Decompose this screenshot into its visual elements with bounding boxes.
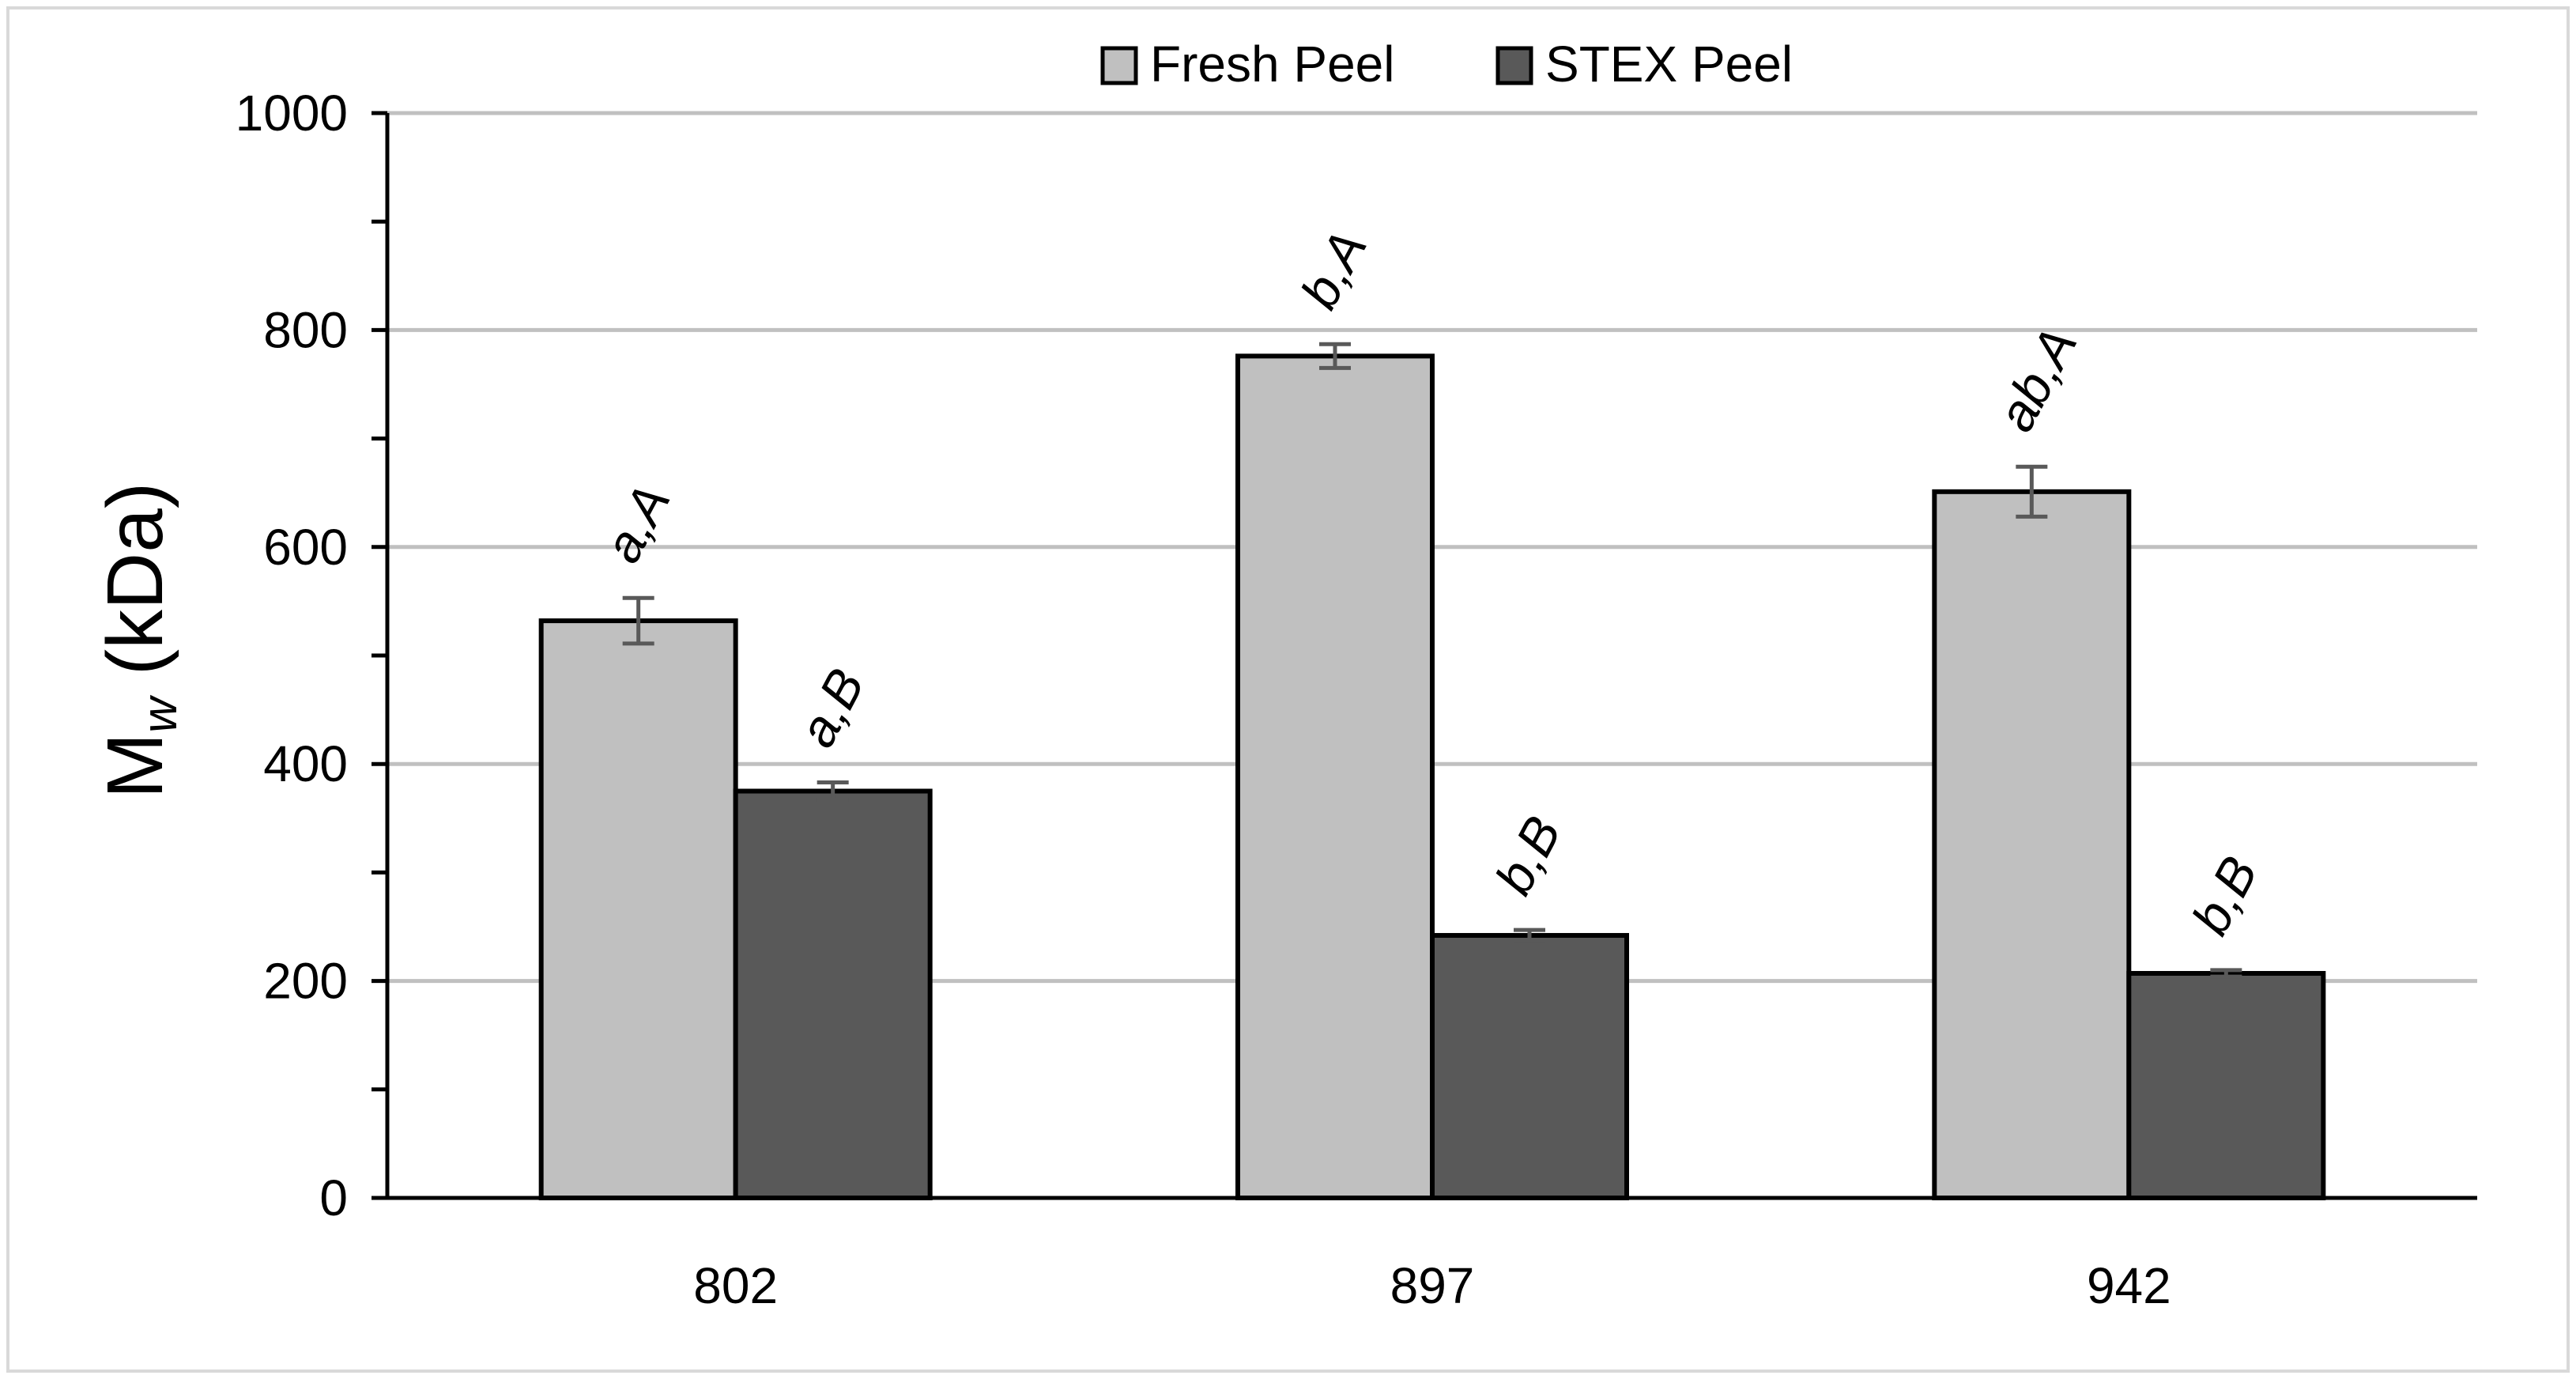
bar-fresh-peel-942 xyxy=(1932,489,2132,1200)
legend-label-fresh-peel: Fresh Peel xyxy=(1150,36,1394,93)
y-axis-title-unit: (kDa) xyxy=(91,482,179,697)
y-tick-label-800: 800 xyxy=(263,301,348,358)
axes xyxy=(372,111,2477,1200)
bar-fresh-peel-897 xyxy=(1235,353,1435,1200)
bars xyxy=(538,342,2326,1200)
y-tick-label-600: 600 xyxy=(263,519,348,576)
y-tick-label-400: 400 xyxy=(263,735,348,792)
y-tick-label-1000: 1000 xyxy=(236,85,348,142)
y-tick-label-200: 200 xyxy=(263,953,348,1010)
y-axis-title: Mw (kDa) xyxy=(91,482,187,799)
bar-stex-peel-802 xyxy=(733,788,933,1200)
bar-stex-peel-897 xyxy=(1430,932,1629,1200)
legend-swatch-fresh-peel xyxy=(1100,46,1138,85)
y-tick-label-0: 0 xyxy=(319,1169,348,1226)
y-axis-title-subscript: w xyxy=(133,694,187,733)
bar-fresh-peel-802 xyxy=(538,618,738,1200)
legend-swatch-stex-peel xyxy=(1495,46,1533,85)
bar-stex-peel-942 xyxy=(2126,970,2326,1200)
x-tick-label-942: 942 xyxy=(2087,1257,2171,1314)
legend-label-stex-peel: STEX Peel xyxy=(1545,36,1793,93)
legend: Fresh Peel STEX Peel xyxy=(1100,36,1793,93)
y-axis-title-main: M xyxy=(91,733,179,799)
x-tick-label-802: 802 xyxy=(693,1257,778,1314)
x-tick-label-897: 897 xyxy=(1390,1257,1475,1314)
